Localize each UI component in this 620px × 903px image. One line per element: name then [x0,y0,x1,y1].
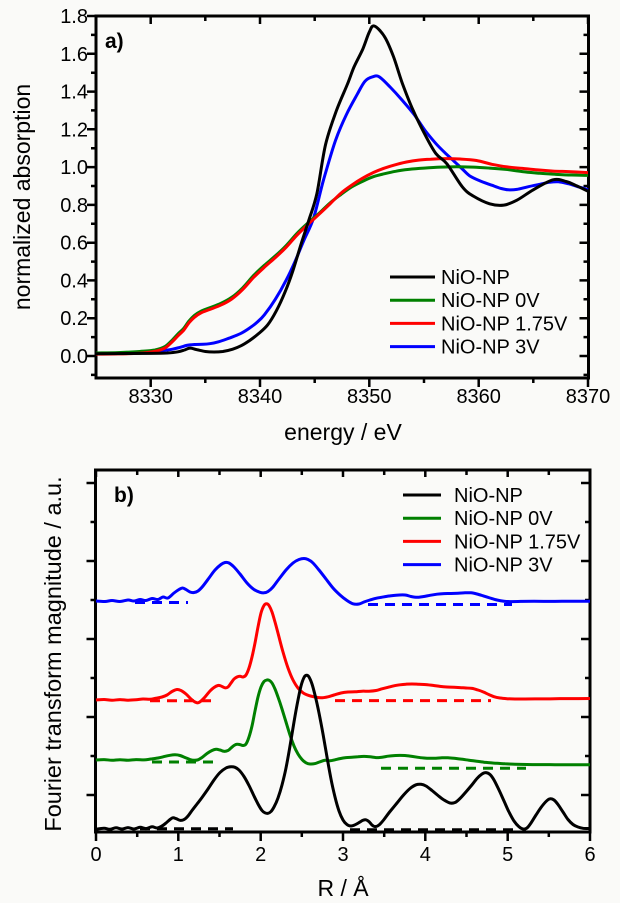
svg-text:0.6: 0.6 [60,233,88,255]
svg-text:1.2: 1.2 [60,119,88,141]
svg-text:Fourier transform magnitude /: Fourier transform magnitude / a.u. [40,476,66,831]
svg-text:0: 0 [90,844,101,866]
svg-text:8350: 8350 [347,386,392,408]
svg-text:4: 4 [420,844,431,866]
svg-text:NiO-NP 3V: NiO-NP 3V [441,337,540,359]
svg-text:6: 6 [584,844,595,866]
svg-text:1.0: 1.0 [60,157,88,179]
svg-text:0.0: 0.0 [60,346,88,368]
svg-text:energy / eV: energy / eV [284,419,402,445]
svg-text:5: 5 [502,844,513,866]
svg-text:NiO-NP: NiO-NP [454,485,523,507]
svg-text:1.4: 1.4 [60,82,88,104]
svg-text:NiO-NP 0V: NiO-NP 0V [454,508,553,530]
svg-text:0.8: 0.8 [60,195,88,217]
svg-text:NiO-NP: NiO-NP [441,267,510,289]
svg-text:NiO-NP 0V: NiO-NP 0V [441,290,540,312]
svg-text:1.6: 1.6 [60,44,88,66]
svg-text:0.4: 0.4 [60,270,88,292]
svg-text:8370: 8370 [566,386,611,408]
svg-text:normalized absorption: normalized absorption [9,84,35,310]
svg-text:3: 3 [337,844,348,866]
svg-text:NiO-NP 1.75V: NiO-NP 1.75V [441,313,568,335]
svg-text:a): a) [105,30,124,53]
svg-text:R / Å: R / Å [317,874,369,901]
svg-text:NiO-NP 3V: NiO-NP 3V [454,555,553,577]
svg-text:2: 2 [255,844,266,866]
svg-text:NiO-NP 1.75V: NiO-NP 1.75V [454,531,581,553]
svg-text:0.2: 0.2 [60,308,88,330]
svg-text:8340: 8340 [238,386,283,408]
svg-text:8360: 8360 [456,386,501,408]
svg-text:b): b) [114,484,134,507]
svg-text:1.8: 1.8 [60,6,88,28]
svg-text:1: 1 [173,844,184,866]
svg-text:8330: 8330 [128,386,173,408]
